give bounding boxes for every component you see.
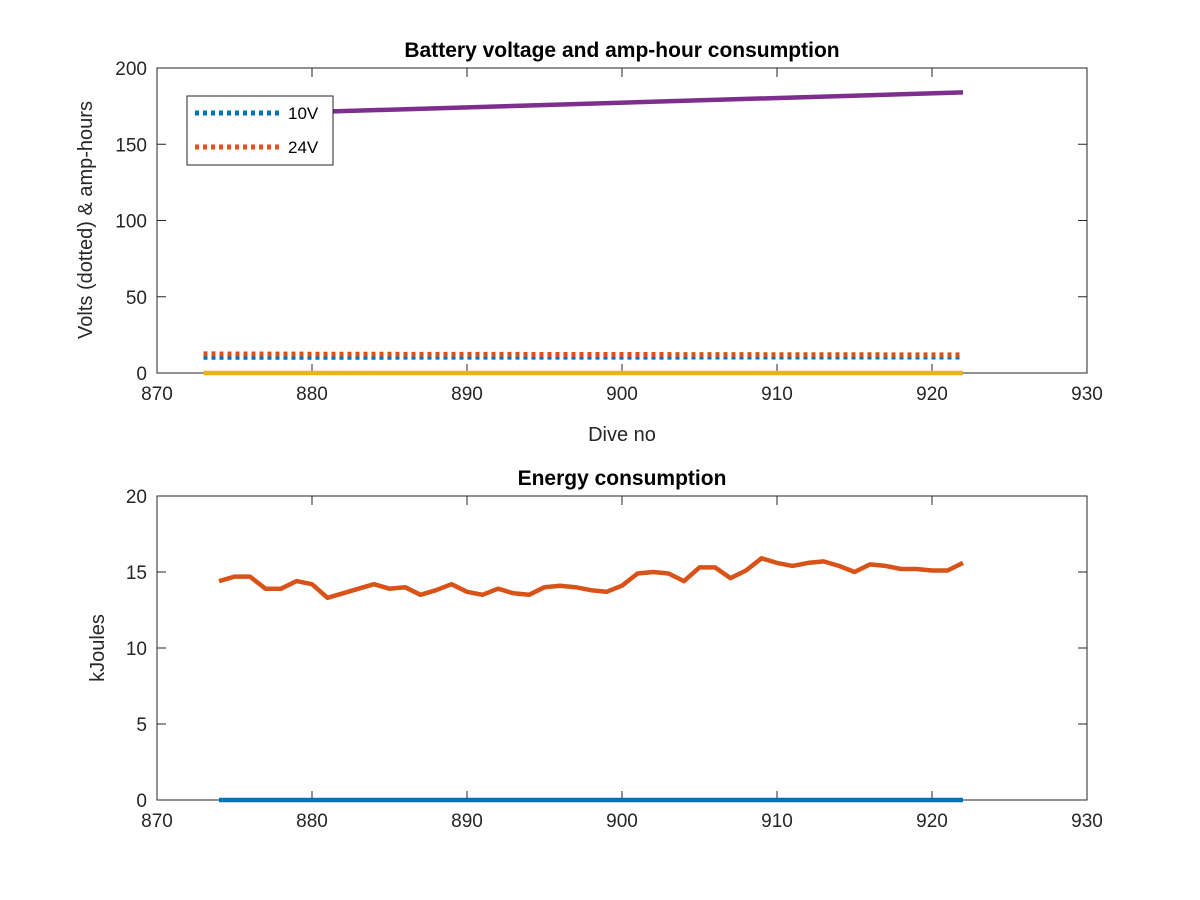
energy-xtick-label: 930 [1071,811,1103,832]
voltage-chart-legend: 10V 24V [186,95,334,166]
energy-ytick-label: 5 [136,715,147,736]
energy-xtick-label: 880 [296,811,328,832]
voltage-xtick-label: 880 [296,384,328,405]
voltage-chart: 870 880 890 900 910 920 930 0 50 100 150 200 Batter… [75,39,1103,446]
legend-box [186,95,334,166]
energy-xtick-label: 920 [916,811,948,832]
energy-ytick-label: 15 [126,563,147,584]
energy-series-line-1 [218,556,964,601]
voltage-xtick-label: 890 [451,384,483,405]
voltage-chart-ylabel: Volts (dotted) & amp-hours [75,101,97,339]
voltage-series-line-1 [203,351,964,358]
energy-chart-title: Energy consumption [518,467,727,490]
energy-chart-axes [156,495,1088,801]
energy-ytick-label: 10 [126,639,147,660]
voltage-chart-xlabel: Dive no [588,424,656,446]
energy-xtick-label: 900 [606,811,638,832]
voltage-ytick-label: 100 [115,212,147,233]
legend-label-10v: 10V [288,104,319,123]
energy-chart: 870 880 890 900 910 920 930 0 5 10 15 20 Energy con… [87,467,1103,832]
voltage-ytick-label: 0 [136,364,147,385]
voltage-xtick-label: 920 [916,384,948,405]
energy-chart-ylabel: kJoules [87,614,109,682]
legend-label-24v: 24V [288,138,319,157]
voltage-chart-title: Battery voltage and amp-hour consumption [404,39,839,62]
energy-chart-ticks: 870 880 890 900 910 920 930 0 5 10 15 20 [126,487,1103,832]
voltage-ytick-label: 150 [115,135,147,156]
energy-xtick-label: 870 [141,811,173,832]
voltage-xtick-label: 870 [141,384,173,405]
voltage-ytick-label: 200 [115,59,147,80]
voltage-xtick-label: 900 [606,384,638,405]
voltage-xtick-label: 930 [1071,384,1103,405]
energy-xtick-label: 890 [451,811,483,832]
energy-chart-series [218,556,964,803]
voltage-xtick-label: 910 [761,384,793,405]
energy-xtick-label: 910 [761,811,793,832]
energy-ytick-label: 20 [126,487,147,508]
voltage-ytick-label: 50 [126,288,147,309]
energy-ytick-label: 0 [136,791,147,812]
